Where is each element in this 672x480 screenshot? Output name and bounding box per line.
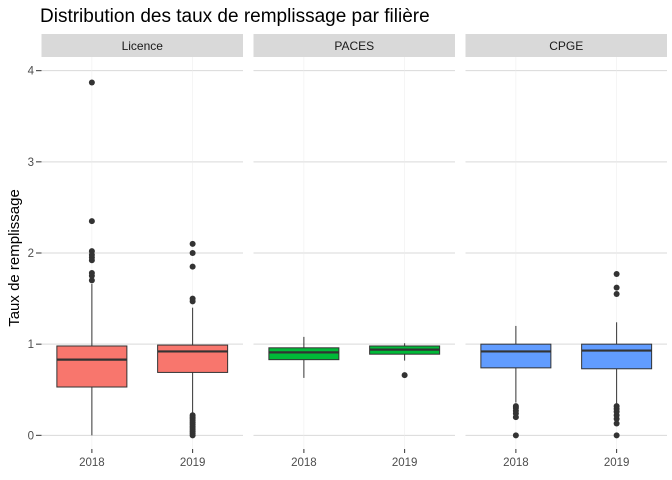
x-tick-label: 2019 — [604, 457, 630, 469]
facet-strip-label: Licence — [122, 39, 164, 53]
facet-strip-label: PACES — [334, 39, 374, 53]
y-tick-label: 1 — [28, 339, 34, 351]
box — [581, 343, 653, 370]
outlier-point — [613, 420, 620, 427]
outlier-point — [401, 372, 408, 379]
facet-strip-label: CPGE — [549, 39, 583, 53]
y-tick-label: 3 — [28, 157, 34, 169]
outlier-point — [512, 432, 519, 439]
boxplot-cpge-2018 — [480, 325, 552, 439]
boxplot-licence-2019 — [157, 240, 229, 439]
outlier-point — [88, 248, 95, 255]
boxplot-paces-2019 — [369, 343, 441, 379]
boxplot-cpge-2019 — [581, 270, 653, 439]
boxplot-paces-2018 — [268, 336, 340, 378]
facet-panel-cpge: CPGE 2018 2019 — [465, 34, 667, 469]
box — [268, 347, 340, 361]
facet-panel-paces: PACES 2018 2019 — [253, 34, 455, 469]
x-tick-label: 2019 — [180, 457, 206, 469]
facet-panels: Licence 2018 2019 PACES 2018 2019 CPGE 2018 2019 — [41, 34, 667, 469]
facet-strip — [253, 34, 455, 57]
outlier-point — [189, 263, 196, 270]
y-tick-label: 4 — [28, 66, 35, 78]
outlier-point — [613, 291, 620, 298]
chart-title: Distribution des taux de remplissage par… — [40, 6, 430, 27]
y-tick-label: 0 — [28, 430, 34, 442]
outlier-point — [189, 240, 196, 247]
outlier-point — [88, 79, 95, 86]
facet-panel-licence: Licence 2018 2019 — [41, 34, 243, 469]
facet-strip — [465, 34, 667, 57]
outlier-point — [613, 432, 620, 439]
boxplot-licence-2018 — [56, 79, 128, 436]
outlier-point — [613, 403, 620, 410]
box — [56, 345, 128, 388]
x-tick-label: 2019 — [392, 457, 418, 469]
x-tick-label: 2018 — [79, 457, 105, 469]
outlier-point — [613, 270, 620, 277]
box — [157, 344, 229, 373]
x-tick-label: 2018 — [503, 457, 529, 469]
y-axis: 0 1 2 3 4 — [28, 66, 42, 442]
outlier-point — [512, 403, 519, 410]
outlier-point — [88, 270, 95, 277]
outlier-point — [189, 250, 196, 256]
outlier-point — [613, 284, 620, 291]
y-axis-title: Taux de remplissage — [6, 189, 23, 327]
outlier-point — [189, 412, 196, 419]
outlier-point — [88, 218, 95, 225]
box — [480, 343, 552, 369]
outlier-point — [88, 277, 95, 284]
x-tick-label: 2018 — [291, 457, 317, 469]
y-tick-label: 2 — [28, 248, 34, 260]
facet-strip — [41, 34, 243, 57]
outlier-point — [189, 295, 196, 302]
